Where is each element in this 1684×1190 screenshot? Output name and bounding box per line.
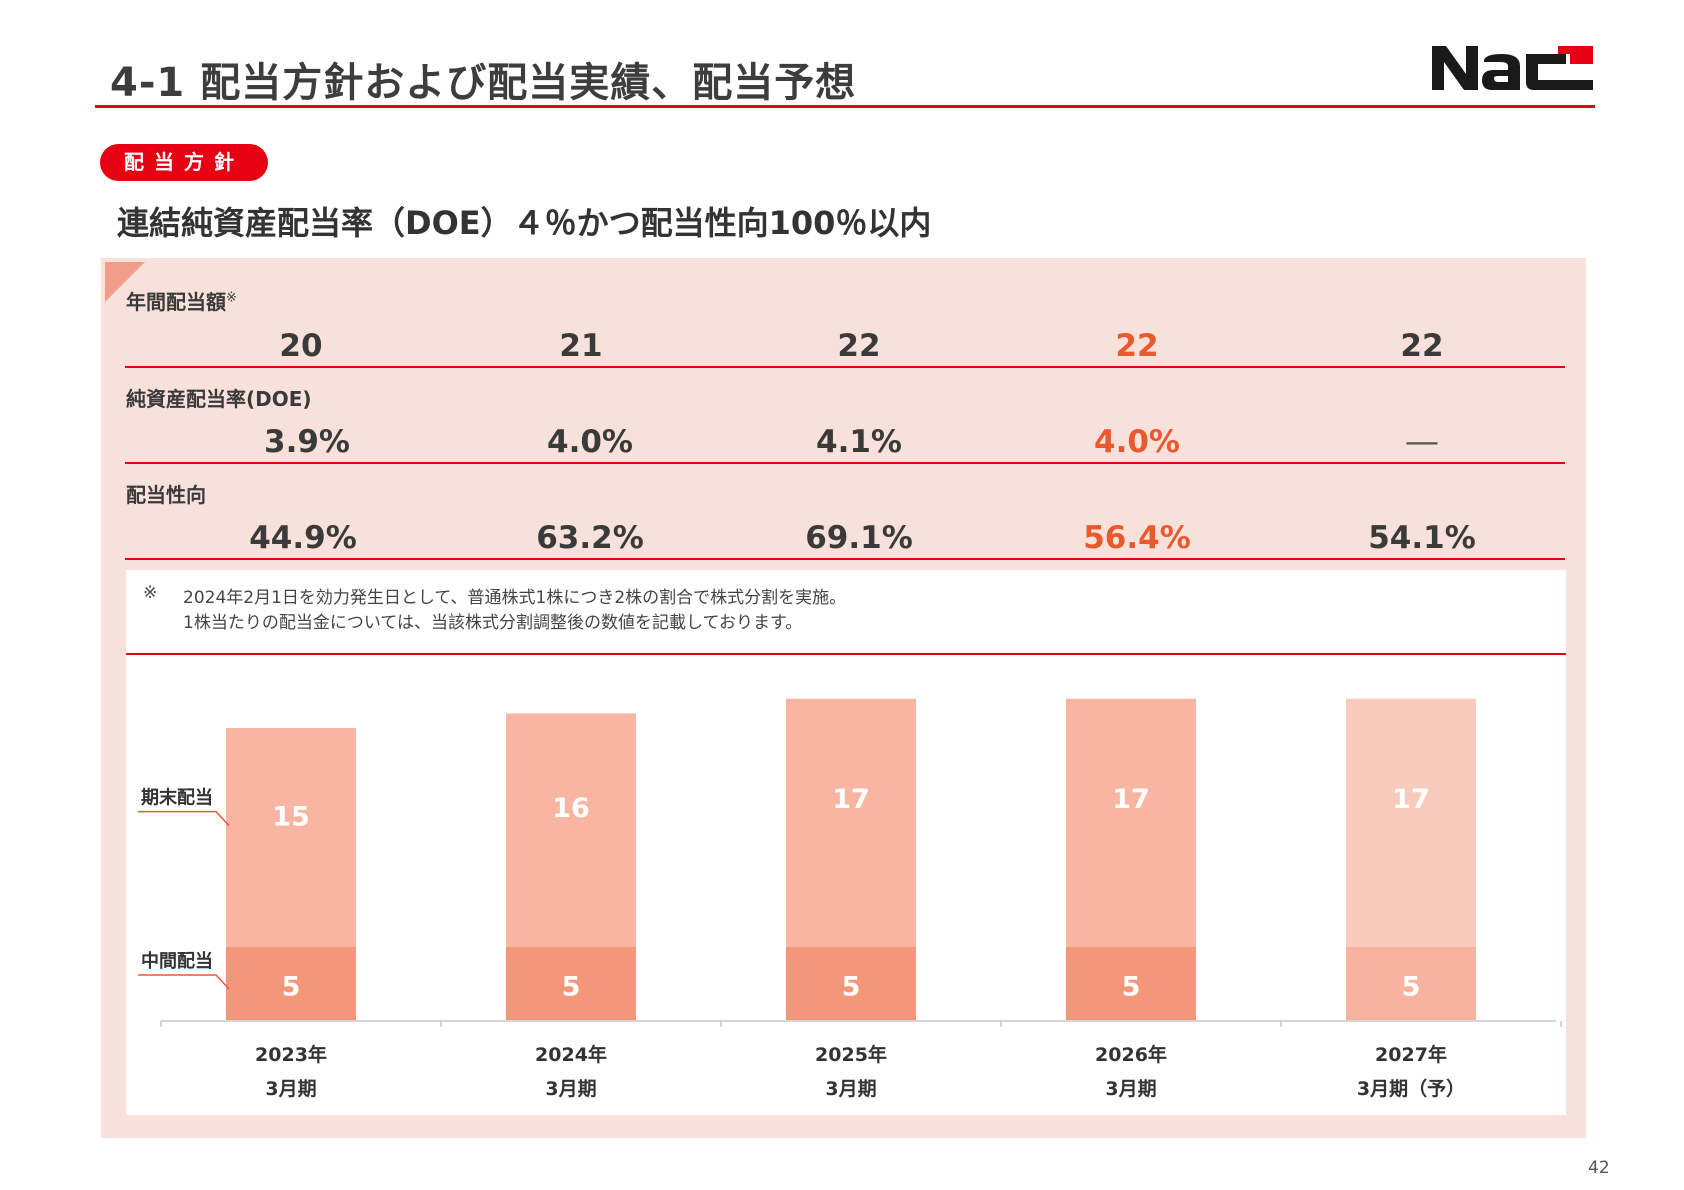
x-tick-label: 2027年 [1375, 1043, 1447, 1066]
x-tick-label: 3月期 [265, 1078, 316, 1100]
x-tick-label: 3月期 [545, 1078, 596, 1100]
bar-year-end-label: 15 [272, 802, 310, 833]
bar-year-end [1346, 698, 1476, 947]
corner-triangle [105, 262, 145, 302]
policy-statement: 連結純資産配当率（DOE）４％かつ配当性向100％以内 [117, 204, 932, 242]
payout-value: 69.1% [805, 520, 913, 556]
note-mark: ※ [143, 583, 158, 603]
bar-year-end-label: 17 [1392, 784, 1430, 815]
doe-value: 4.0% [547, 424, 633, 460]
x-tick-label: 2023年 [255, 1043, 327, 1066]
bar-interim [1346, 947, 1476, 1020]
bar-year-end-label: 16 [552, 793, 590, 824]
x-tick-label: 2026年 [1095, 1043, 1167, 1066]
nac-logo [1432, 46, 1593, 90]
annual-dividend-value: 21 [559, 328, 603, 364]
bar-interim [1066, 947, 1196, 1020]
x-tick-label: 3月期（予） [1357, 1077, 1465, 1100]
doe-value: 3.9% [264, 424, 350, 460]
row-divider [125, 462, 1565, 464]
bar-interim-label: 5 [842, 972, 861, 1003]
bar-year-end [506, 713, 636, 947]
bar-interim-label: 5 [1122, 972, 1141, 1003]
annual-dividend-value: 20 [279, 328, 323, 364]
dividend-bar-chart: 5 15 2023年 3月期 5 16 2024年 3月期 5 17 2025年 3月期 5 17 2026… [138, 698, 1562, 1100]
note-line-1: 2024年2月1日を効力発生日として、普通株式1株につき2株の割合で株式分割を実… [183, 588, 847, 608]
bar-interim [506, 947, 636, 1020]
x-tick-label: 3月期 [1105, 1078, 1156, 1100]
legend-year-end-label: 期末配当 [141, 787, 213, 809]
bar-year-end [226, 728, 356, 947]
x-tick-label: 3月期 [825, 1078, 876, 1100]
annual-dividend-label: 年間配当額※ [126, 290, 237, 314]
legend-interim-leader [138, 974, 230, 990]
doe-label: 純資産配当率(DOE) [126, 387, 312, 411]
payout-value: 54.1% [1368, 520, 1476, 556]
legend-interim-label: 中間配当 [141, 950, 213, 972]
x-tick-label: 2025年 [815, 1043, 887, 1066]
payout-label: 配当性向 [126, 483, 206, 507]
legend-year-end-leader [138, 810, 230, 827]
doe-value: ― [1406, 424, 1438, 460]
bar-year-end [1066, 698, 1196, 947]
annual-dividend-value: 22 [837, 328, 881, 364]
title-divider [95, 105, 1595, 108]
note-line-2: 1株当たりの配当金については、当該株式分割調整後の数値を記載しております。 [183, 613, 803, 633]
row-divider [125, 366, 1565, 368]
doe-value: 4.0% [1094, 424, 1180, 460]
bar-interim-label: 5 [282, 972, 301, 1003]
doe-value: 4.1% [816, 424, 902, 460]
bar-year-end-label: 17 [832, 784, 870, 815]
bar-interim-label: 5 [1402, 972, 1421, 1003]
bar-year-end [786, 698, 916, 947]
page-title: 4-1 配当方針および配当実績、配当予想 [110, 60, 857, 106]
annual-dividend-value: 22 [1400, 328, 1444, 364]
page-number: 42 [1588, 1158, 1610, 1178]
bar-interim-label: 5 [562, 972, 581, 1003]
bar-year-end-label: 17 [1112, 784, 1150, 815]
payout-value: 44.9% [249, 520, 357, 556]
policy-pill: 配当方針 [100, 144, 268, 181]
payout-value: 63.2% [536, 520, 644, 556]
annual-dividend-value: 22 [1115, 328, 1159, 364]
payout-value: 56.4% [1083, 520, 1191, 556]
x-tick-label: 2024年 [535, 1043, 607, 1066]
note-divider [126, 653, 1566, 655]
bar-interim [786, 947, 916, 1020]
row-divider [125, 558, 1565, 560]
bar-interim [226, 947, 356, 1020]
